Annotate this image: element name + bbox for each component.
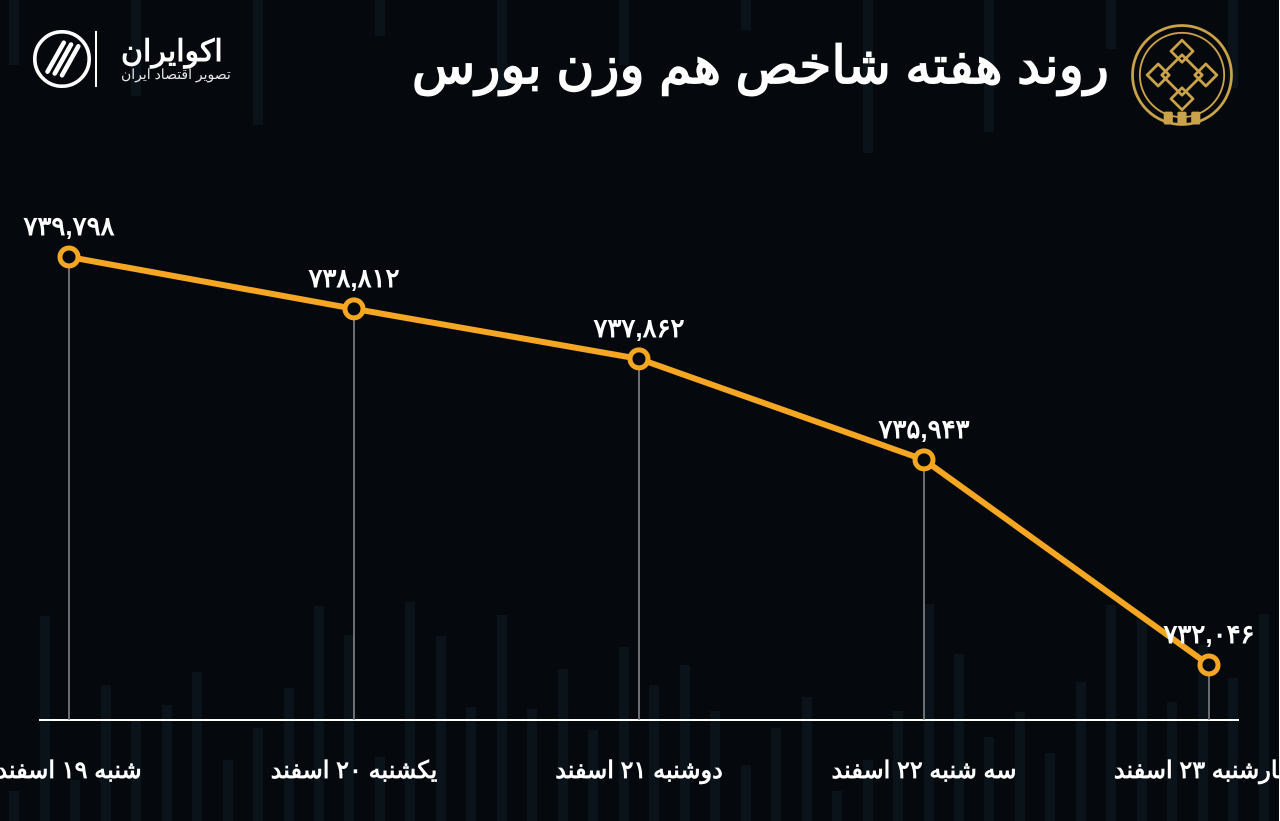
data-marker (631, 350, 649, 368)
x-axis-label: سه‌ شنبه ۲۲ اسفند (833, 756, 1018, 785)
value-label: ۷۳۷,۸۶۲ (594, 313, 685, 344)
value-label: ۷۳۹,۷۹۸ (24, 211, 115, 242)
data-marker (61, 248, 79, 266)
value-label: ۷۳۲,۰۴۶ (1164, 619, 1255, 650)
x-axis-label: دوشنبه ۲۱ اسفند (556, 756, 724, 785)
x-axis-label: چهارشنبه ۲۳ اسفند (1115, 756, 1280, 785)
data-marker (916, 451, 934, 469)
data-marker (1201, 656, 1219, 674)
value-label: ۷۳۸,۸۱۲ (309, 263, 400, 294)
x-axis-label: یکشنبه ۲۰ اسفند (272, 756, 439, 785)
value-label: ۷۳۵,۹۴۳ (879, 414, 970, 445)
x-axis-label: شنبه ۱۹ اسفند (0, 756, 143, 785)
data-marker (346, 300, 364, 318)
line-chart (0, 0, 1280, 821)
infographic-stage: روند هفته شاخص هم وزن بورس اکوایران تصوی… (0, 0, 1280, 821)
